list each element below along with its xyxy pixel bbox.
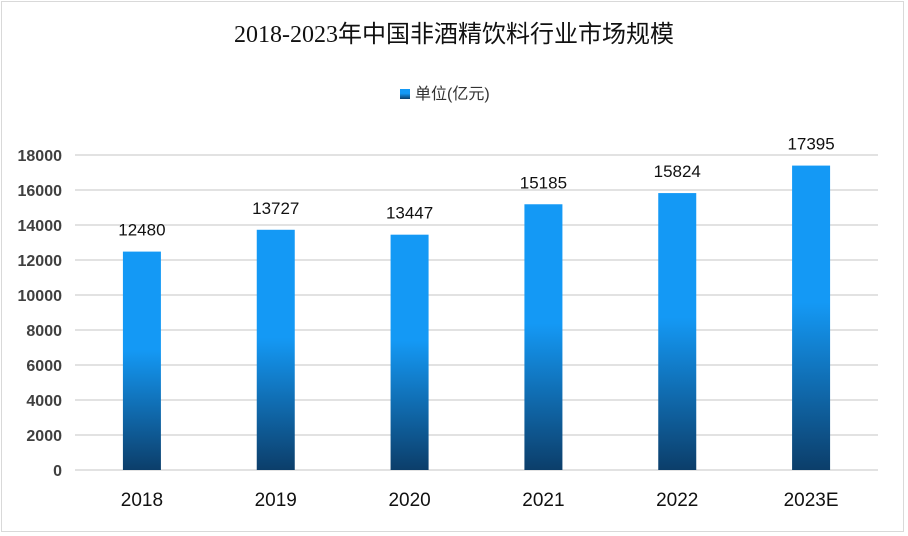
data-label: 15185 (520, 173, 567, 192)
bar (658, 193, 697, 470)
data-label: 17395 (787, 135, 834, 154)
data-label: 15824 (654, 162, 701, 181)
x-tick-label: 2023E (784, 490, 839, 511)
bar (792, 165, 831, 470)
chart-title: 2018-2023年中国非酒精饮料行业市场规模 (234, 21, 674, 48)
y-tick-label: 16000 (18, 183, 63, 200)
y-tick-label: 18000 (18, 148, 63, 165)
y-tick-label: 2000 (26, 428, 62, 445)
x-tick-label: 2020 (388, 490, 430, 511)
data-label: 12480 (118, 221, 165, 240)
legend-swatch (400, 89, 410, 99)
y-tick-label: 8000 (26, 323, 62, 340)
data-label: 13447 (386, 204, 433, 223)
y-tick-label: 0 (53, 463, 62, 480)
y-tick-label: 12000 (18, 253, 63, 270)
x-tick-label: 2021 (522, 490, 564, 511)
bar (524, 204, 563, 470)
y-tick-label: 4000 (26, 393, 62, 410)
y-tick-label: 14000 (18, 218, 63, 235)
legend-label: 单位(亿元) (415, 85, 490, 103)
y-tick-label: 10000 (18, 288, 63, 305)
x-tick-label: 2019 (255, 490, 297, 511)
legend: 单位(亿元) (400, 85, 490, 103)
x-tick-label: 2022 (656, 490, 698, 511)
x-tick-label: 2018 (121, 490, 163, 511)
bar (122, 251, 161, 470)
bar (390, 234, 429, 470)
data-label: 13727 (252, 199, 299, 218)
bar (256, 229, 295, 470)
y-tick-label: 6000 (26, 358, 62, 375)
